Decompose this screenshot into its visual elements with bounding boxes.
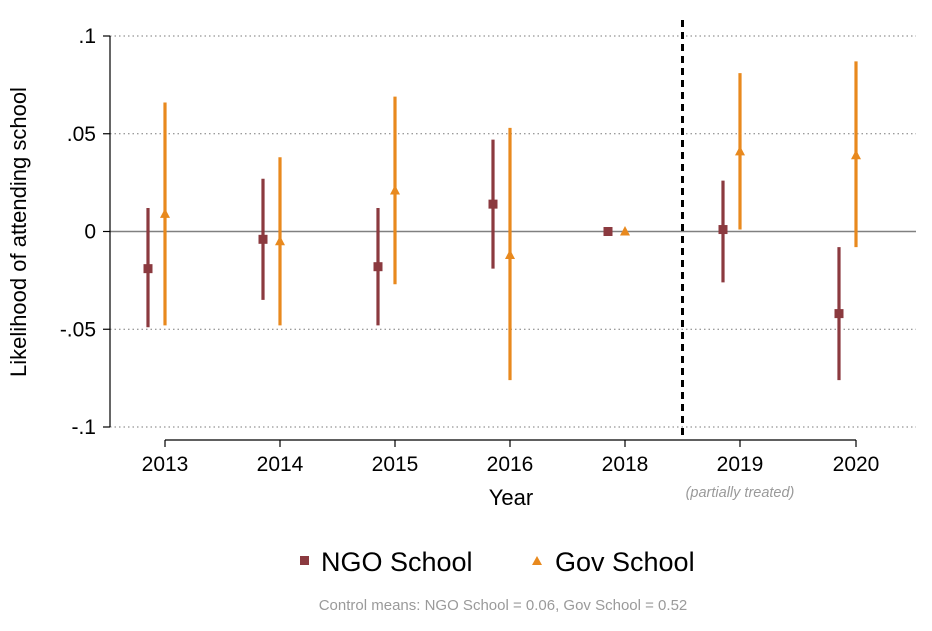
partially-treated-note: (partially treated): [686, 485, 795, 501]
legend-ngo-label: NGO School: [321, 547, 473, 577]
legend-ngo-marker: [300, 556, 309, 565]
ngo-point-marker: [258, 234, 268, 244]
x-tick-label: 2013: [142, 453, 189, 476]
x-tick-label: 2019: [717, 453, 764, 476]
gov-point-marker: [851, 149, 861, 160]
gov-point-marker: [160, 208, 170, 218]
legend-gov-marker: [532, 556, 542, 565]
y-tick-label: .1: [78, 25, 96, 48]
x-tick-label: 2020: [833, 453, 880, 476]
x-axis-ticks: 2013 2014 2015 2016 2018 2019 2020: [142, 439, 880, 476]
gov-point-marker: [505, 249, 515, 259]
legend: NGO School Gov School: [300, 547, 695, 577]
x-tick-label: 2015: [372, 453, 419, 476]
x-axis-title: Year: [489, 485, 533, 510]
legend-gov-label: Gov School: [555, 547, 695, 577]
y-tick-label: 0: [84, 221, 96, 244]
gov-point-marker: [275, 235, 285, 246]
data-marks: [143, 20, 861, 440]
x-tick-label: 2016: [487, 453, 534, 476]
x-tick-label: 2014: [257, 453, 304, 476]
ngo-point-marker: [603, 227, 613, 236]
ngo-point-marker: [373, 262, 383, 272]
gov-point-marker: [735, 145, 745, 156]
gridlines: [110, 35, 916, 428]
y-tick-label: -.1: [71, 416, 96, 439]
gov-point-marker: [390, 184, 400, 195]
ngo-point-marker: [718, 225, 728, 235]
y-tick-label: -.05: [60, 318, 96, 341]
gov-point-marker: [620, 226, 630, 236]
y-axis-title: Likelihood of attending school: [6, 87, 31, 377]
y-axis-ticks: .1 .05 0 -.05 -.1: [60, 25, 110, 439]
ngo-point-marker: [834, 309, 844, 319]
x-tick-label: 2018: [602, 453, 649, 476]
control-means-footnote: Control means: NGO School = 0.06, Gov Sc…: [319, 597, 688, 614]
ngo-point-marker: [488, 199, 498, 209]
ngo-point-marker: [143, 264, 153, 274]
y-tick-label: .05: [67, 123, 96, 146]
